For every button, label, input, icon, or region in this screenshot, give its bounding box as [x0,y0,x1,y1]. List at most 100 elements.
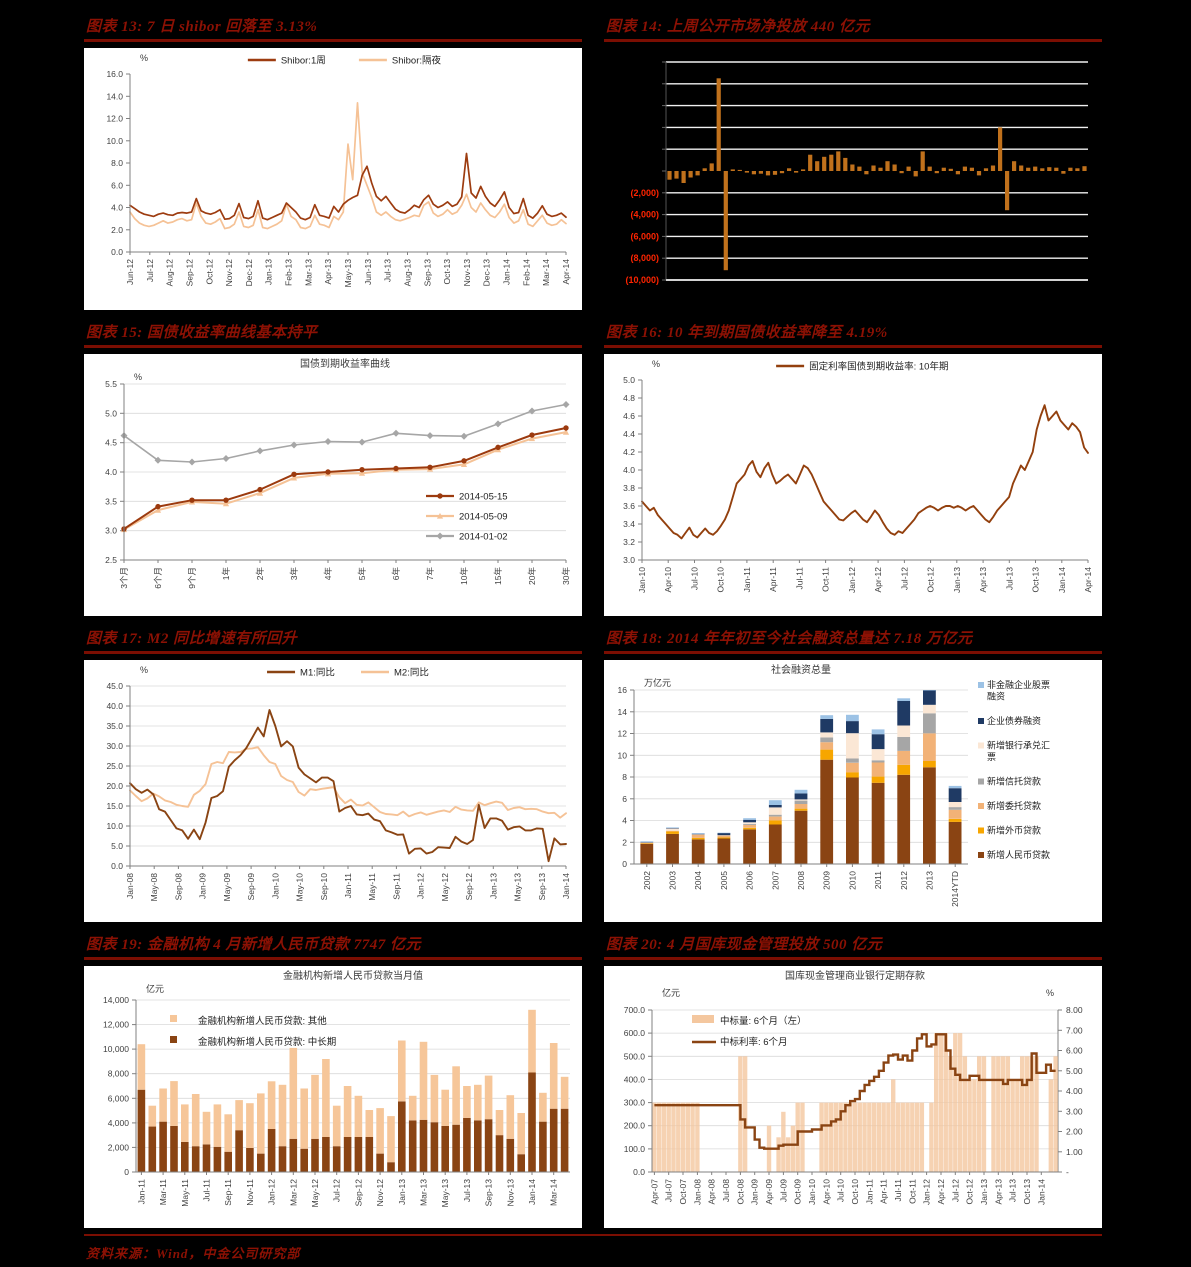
svg-text:14,000: 14,000 [103,995,129,1005]
svg-text:15.0: 15.0 [106,801,123,811]
svg-text:4.0: 4.0 [111,203,123,213]
svg-text:8.00: 8.00 [1066,1005,1083,1015]
figure-14-panel: (10,000) (8,000) (6,000) (4,000) (2,000) [604,48,1102,310]
svg-text:Jul-10: Jul-10 [836,1179,846,1202]
svg-text:Mar-14: Mar-14 [541,259,551,286]
figure-20: 图表 20: 4 月国库现金管理投放 500 亿元 0.0 100.0 200.0 3… [604,928,1102,1228]
svg-text:2年: 2年 [255,567,265,581]
svg-text:2: 2 [622,837,627,847]
figure-16-title: 图表 16: 10 年到期国债收益率降至 4.19% [604,316,1102,348]
svg-text:0: 0 [124,1167,129,1177]
figure-17: 图表 17: M2 同比增速有所回升 0.0 5.0 10.0 15.0 20.0 25.… [84,622,582,922]
svg-text:Jan-14: Jan-14 [527,1179,537,1205]
svg-text:-: - [1066,1167,1069,1177]
svg-text:May-09: May-09 [222,873,232,902]
svg-text:2009: 2009 [822,871,832,890]
svg-text:中标量: 6个月（左）: 中标量: 6个月（左） [720,1015,807,1027]
svg-text:6个月: 6个月 [153,567,163,589]
svg-text:Jan-13: Jan-13 [979,1179,989,1205]
svg-text:3.0: 3.0 [623,555,635,565]
svg-text:Apr-14: Apr-14 [1083,567,1093,593]
svg-text:8.0: 8.0 [111,158,123,168]
svg-text:Mar-13: Mar-13 [303,259,313,286]
svg-text:Apr-07: Apr-07 [649,1179,659,1205]
svg-text:M2:同比: M2:同比 [394,667,429,679]
svg-text:Jan-08: Jan-08 [125,873,135,899]
svg-text:Jul-13: Jul-13 [383,259,393,282]
svg-text:May-13: May-13 [343,259,353,288]
svg-text:Jan-14: Jan-14 [502,259,512,285]
svg-text:(4,000): (4,000) [630,210,659,220]
svg-text:2003: 2003 [668,871,678,890]
svg-text:Oct-10: Oct-10 [716,567,726,593]
svg-text:票: 票 [987,752,996,762]
svg-text:6.0: 6.0 [111,180,123,190]
svg-text:万亿元: 万亿元 [644,677,671,688]
svg-text:Jul-07: Jul-07 [664,1179,674,1202]
svg-text:Feb-13: Feb-13 [284,259,294,286]
treasury-yield-curve-chart: 2.5 3.0 3.5 4.0 4.5 5.0 5.5 3个月 6个月 9个月 1年 2年 3年 4年 5年… [105,357,571,589]
svg-text:2004: 2004 [693,871,703,890]
svg-text:25.0: 25.0 [106,761,123,771]
svg-text:1.00: 1.00 [1066,1147,1083,1157]
svg-text:Dec-13: Dec-13 [482,259,492,287]
svg-text:2006: 2006 [745,871,755,890]
svg-text:7.00: 7.00 [1066,1025,1083,1035]
svg-text:3.8: 3.8 [623,483,635,493]
svg-text:Sep-13: Sep-13 [484,1179,494,1207]
svg-text:200.0: 200.0 [624,1121,646,1131]
svg-text:Oct-13: Oct-13 [442,259,452,285]
svg-text:Oct-11: Oct-11 [821,567,831,592]
source-note: 资料来源：Wind，中金公司研究部 [84,1234,1102,1262]
svg-text:Apr-12: Apr-12 [936,1179,946,1205]
figure-16-panel: 3.0 3.2 3.4 3.6 3.8 4.0 4.2 4.4 4.6 4.8 5.0 Jan-10 A… [604,354,1102,616]
svg-text:国债到期收益率曲线: 国债到期收益率曲线 [300,357,390,370]
svg-text:4.4: 4.4 [623,429,635,439]
svg-text:Nov-11: Nov-11 [245,1179,255,1206]
svg-text:Nov-13: Nov-13 [462,259,472,287]
svg-text:2005: 2005 [719,871,729,890]
svg-text:14: 14 [618,707,628,717]
svg-text:14.0: 14.0 [106,91,123,101]
svg-text:700.0: 700.0 [624,1005,646,1015]
svg-text:5.00: 5.00 [1066,1066,1083,1076]
svg-text:Sep-11: Sep-11 [223,1179,233,1206]
figure-18-panel: 0 2 4 6 8 10 12 14 16 2002 2003 2004 2005 2006 2007 200… [604,660,1102,922]
svg-text:2010: 2010 [847,871,857,890]
svg-text:May-11: May-11 [367,873,377,901]
svg-text:%: % [1046,988,1054,998]
svg-text:企业债券融资: 企业债券融资 [987,715,1041,726]
svg-text:12,000: 12,000 [103,1020,129,1030]
svg-text:Oct-13: Oct-13 [1031,567,1041,593]
svg-text:Jan-13: Jan-13 [264,259,274,285]
svg-text:Apr-09: Apr-09 [764,1179,774,1205]
svg-text:金融机构新增人民币贷款当月值: 金融机构新增人民币贷款当月值 [283,969,423,982]
svg-text:30.0: 30.0 [106,741,123,751]
svg-text:3.6: 3.6 [623,501,635,511]
figure-20-title: 图表 20: 4 月国库现金管理投放 500 亿元 [604,928,1102,960]
svg-text:Jan-13: Jan-13 [488,873,498,899]
svg-text:Oct-12: Oct-12 [965,1179,975,1205]
shibor-line-chart: 0.0 2.0 4.0 6.0 8.0 10.0 12.0 14.0 16.0 Jun-12 Jul… [106,53,571,288]
figure-13-title: 图表 13: 7 日 shibor 回落至 3.13% [84,10,582,42]
figure-row-3: 图表 17: M2 同比增速有所回升 0.0 5.0 10.0 15.0 20.0 25.… [84,622,1102,922]
figure-15-title: 图表 15: 国债收益率曲线基本持平 [84,316,582,348]
svg-text:金融机构新增人民币贷款: 其他: 金融机构新增人民币贷款: 其他 [198,1015,327,1027]
svg-text:Jan-11: Jan-11 [864,1179,874,1205]
svg-text:Apr-13: Apr-13 [993,1179,1003,1205]
svg-text:Nov-12: Nov-12 [375,1179,385,1207]
svg-text:100.0: 100.0 [624,1144,646,1154]
svg-text:May-12: May-12 [440,873,450,902]
svg-text:Jan-08: Jan-08 [692,1179,702,1205]
svg-text:(8,000): (8,000) [630,253,659,263]
svg-text:10.0: 10.0 [106,821,123,831]
svg-text:2,000: 2,000 [108,1142,130,1152]
svg-text:500.0: 500.0 [624,1051,646,1061]
svg-text:Jul-12: Jul-12 [332,1179,342,1202]
svg-text:3.0: 3.0 [105,526,117,536]
svg-text:10年: 10年 [459,567,469,585]
svg-text:4年: 4年 [323,567,333,581]
svg-text:亿元: 亿元 [662,987,680,998]
svg-text:融资: 融资 [987,692,1005,702]
